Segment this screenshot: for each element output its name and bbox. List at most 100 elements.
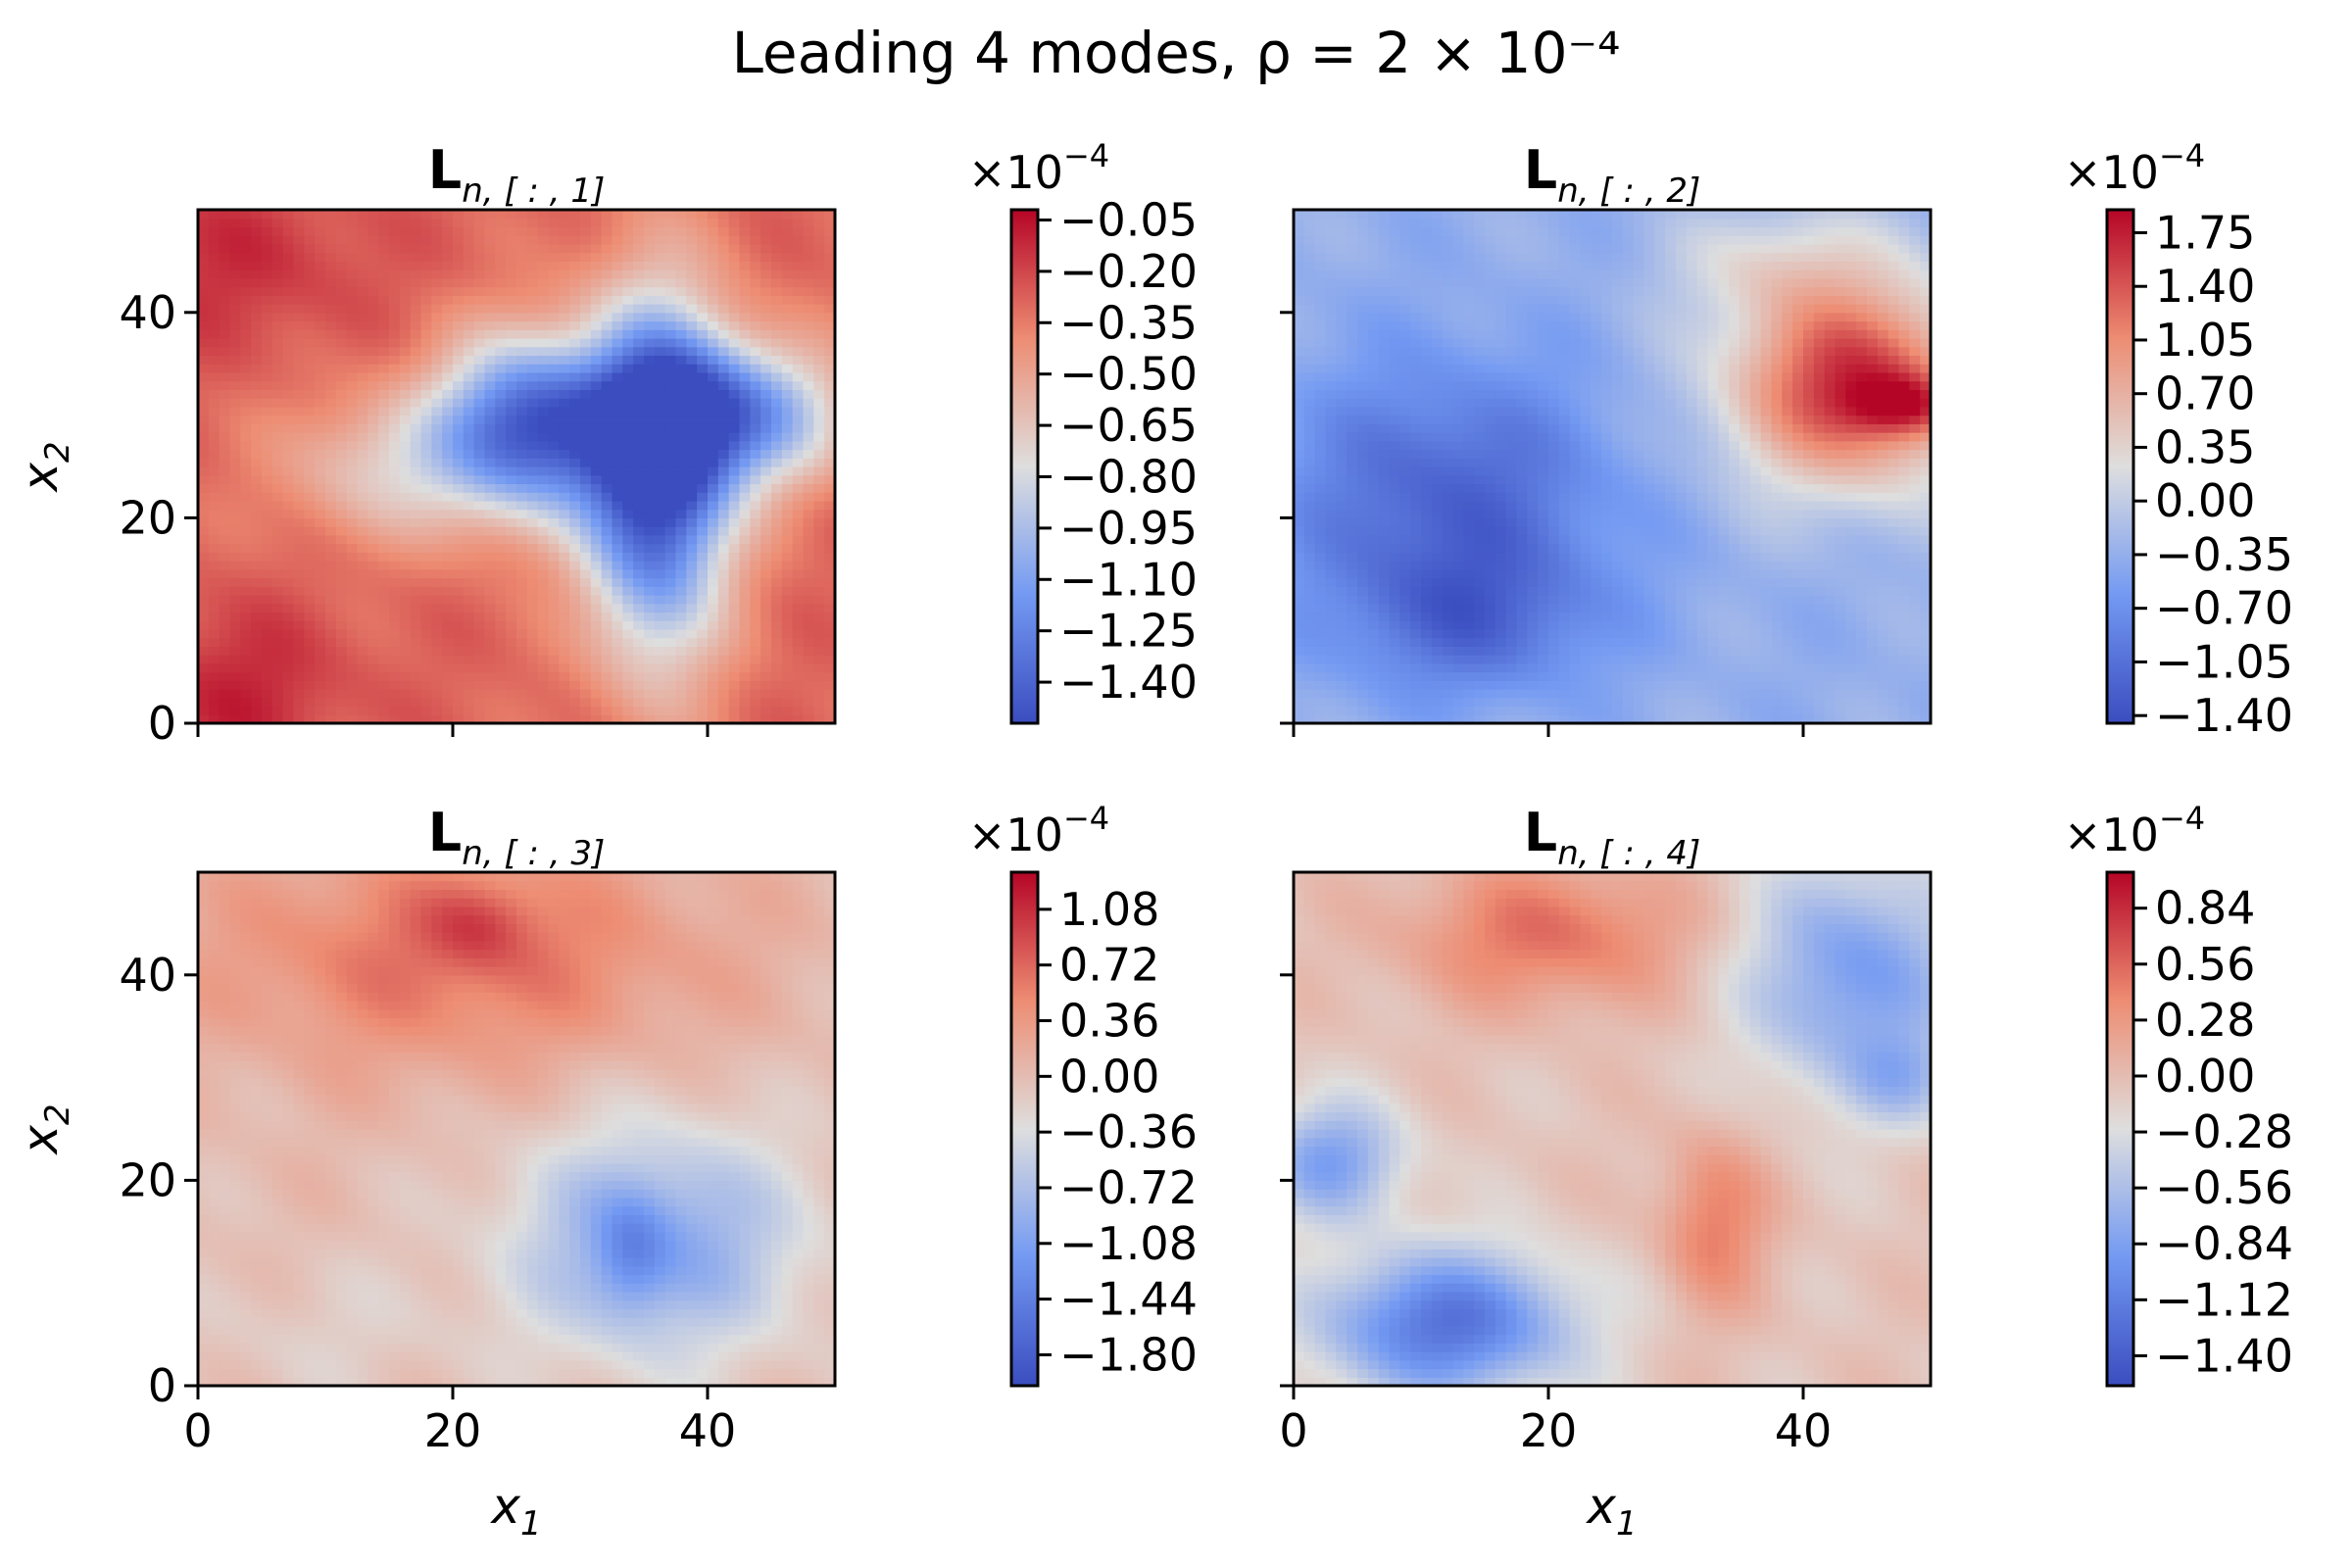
heatmap-cell [368, 432, 379, 442]
heatmap-cell [824, 603, 836, 613]
heatmap-cell [346, 483, 359, 493]
heatmap-cell [293, 329, 305, 339]
heatmap-cell [675, 458, 687, 467]
heatmap-cell [357, 680, 368, 690]
heatmap-cell [1347, 509, 1358, 518]
heatmap-cell [590, 380, 603, 390]
heatmap-cell [431, 364, 443, 373]
heatmap-cell [453, 526, 465, 536]
heatmap-cell [739, 655, 751, 664]
heatmap-cell [697, 329, 709, 339]
heatmap-cell [717, 655, 730, 664]
heatmap-cell [282, 286, 295, 296]
heatmap-cell [304, 697, 316, 708]
heatmap-cell [293, 346, 305, 357]
heatmap-cell [495, 270, 507, 279]
heatmap-cell [442, 671, 454, 681]
heatmap-cell [484, 261, 496, 270]
heatmap-cell [697, 689, 709, 699]
heatmap-cell [262, 312, 273, 322]
heatmap-cell [229, 338, 241, 348]
heatmap-cell [1389, 235, 1400, 245]
heatmap-cell [697, 440, 709, 451]
heatmap-cell [346, 304, 359, 314]
heatmap-cell [708, 380, 719, 390]
heatmap-cell [1399, 500, 1411, 511]
heatmap-cell [1325, 689, 1337, 699]
heatmap-cell [537, 714, 550, 724]
heatmap-cell [612, 466, 623, 476]
heatmap-cell [717, 380, 730, 390]
heatmap-cell [1452, 689, 1464, 699]
heatmap-cell [378, 577, 390, 587]
heatmap-cell [728, 697, 741, 708]
heatmap-cell [1431, 252, 1444, 262]
heatmap-cell [590, 371, 603, 382]
heatmap-cell [473, 561, 486, 570]
heatmap-cell [1410, 329, 1422, 339]
heatmap-cell [229, 603, 241, 613]
heatmap-cell [1452, 603, 1464, 613]
heatmap-cell [293, 398, 305, 408]
heatmap-cell [346, 628, 359, 639]
heatmap-cell [601, 474, 613, 485]
heatmap-cell [1389, 277, 1400, 288]
heatmap-cell [368, 458, 379, 467]
heatmap-cell [1336, 543, 1348, 553]
heatmap-cell [463, 423, 475, 433]
heatmap-cell [262, 637, 273, 647]
heatmap-cell [389, 689, 401, 699]
heatmap-cell [526, 517, 539, 527]
heatmap-cell [654, 226, 666, 236]
heatmap-cell [1442, 509, 1454, 518]
heatmap-cell [781, 577, 794, 587]
heatmap-cell [664, 235, 677, 245]
heatmap-cell [240, 270, 252, 279]
heatmap-cell [1452, 320, 1464, 330]
heatmap-cell [368, 364, 379, 373]
heatmap-cell [537, 543, 550, 553]
heatmap-cell [251, 517, 263, 527]
heatmap-cell [251, 286, 263, 296]
heatmap-cell [824, 355, 836, 365]
heatmap-cell [612, 243, 623, 254]
heatmap-cell [1389, 620, 1400, 630]
heatmap-cell [717, 346, 730, 357]
heatmap-cell [526, 252, 539, 262]
heatmap-cell [315, 637, 326, 647]
heatmap-cell [559, 423, 570, 433]
heatmap-cell [824, 320, 836, 330]
heatmap-cell [506, 612, 517, 621]
heatmap-cell [569, 218, 581, 228]
heatmap-cell [1527, 680, 1539, 690]
heatmap-cell [431, 671, 443, 681]
heatmap-cell [644, 620, 656, 630]
heatmap-cell [824, 561, 836, 570]
heatmap-cell [208, 380, 220, 390]
heatmap-cell [251, 380, 263, 390]
heatmap-cell [633, 577, 645, 587]
heatmap-cell [548, 398, 560, 408]
heatmap-cell [728, 526, 741, 536]
heatmap-cell [781, 243, 794, 254]
heatmap-cell [219, 474, 231, 485]
heatmap-cell [526, 561, 539, 570]
heatmap-cell [1389, 483, 1400, 493]
heatmap-cell [293, 568, 305, 579]
heatmap-cell [1357, 320, 1369, 330]
heatmap-cell [335, 568, 348, 579]
heatmap-cell [612, 449, 623, 459]
heatmap-cell [792, 568, 805, 579]
heatmap-cell [1325, 432, 1337, 442]
heatmap-cell [728, 577, 741, 587]
heatmap-cell [781, 440, 794, 451]
heatmap-cell [622, 714, 634, 724]
heatmap-cell [304, 398, 316, 408]
heatmap-cell [1431, 637, 1444, 647]
heatmap-cell [198, 398, 210, 408]
heatmap-cell [1347, 226, 1358, 236]
heatmap-cell [697, 637, 709, 647]
heatmap-cell [1325, 517, 1337, 527]
heatmap-cell [1325, 261, 1337, 270]
heatmap-cell [431, 474, 443, 485]
